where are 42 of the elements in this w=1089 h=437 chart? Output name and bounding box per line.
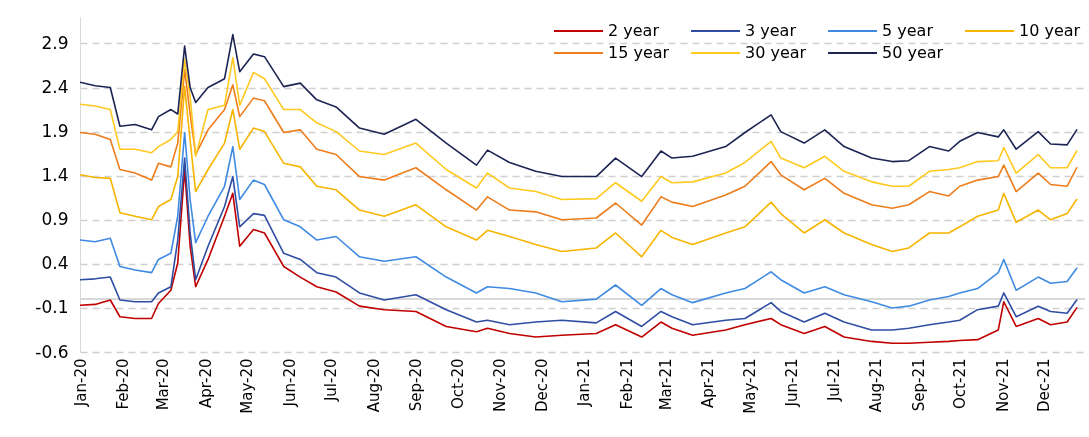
x-tick-label: Feb-20 [114, 358, 133, 410]
x-tick-label: Apr-21 [699, 358, 718, 408]
y-tick-label: 1.9 [41, 121, 69, 142]
x-tick-label: Nov-21 [993, 358, 1012, 412]
x-tick-label: Sep-21 [909, 358, 928, 412]
y-tick-label: -0.6 [35, 341, 69, 362]
x-tick-label: Jul-20 [322, 358, 341, 403]
legend-label: 15 year [608, 43, 670, 62]
line-series [80, 85, 1078, 258]
y-tick-label: 2.9 [41, 32, 69, 53]
y-tick-label: 1.4 [41, 165, 69, 186]
legend-label: 30 year [745, 43, 807, 62]
x-tick-label: Aug-20 [364, 358, 383, 413]
legend-label: 3 year [745, 21, 797, 40]
y-tick-label: 0.4 [41, 253, 69, 274]
x-tick-label: Jan-21 [575, 358, 594, 408]
x-tick-label: Aug-21 [867, 358, 886, 413]
x-tick-label: Mar-21 [656, 358, 675, 411]
line-series [80, 131, 1078, 309]
x-tick-label: Jul-21 [824, 358, 843, 403]
y-tick-label: 0.9 [41, 209, 69, 230]
y-tick-label: -0.1 [35, 297, 69, 318]
x-tick-label: Sep-20 [407, 358, 426, 412]
legend-label: 50 year [882, 43, 944, 62]
x-tick-label: May-20 [238, 358, 257, 414]
x-tick-label: Jun-21 [783, 358, 802, 408]
legend-label: 10 year [1019, 21, 1081, 40]
x-tick-label: Mar-20 [154, 358, 173, 411]
legend-label: 2 year [608, 21, 660, 40]
x-tick-label: Feb-21 [618, 358, 637, 410]
x-tick-label: Dec-21 [1035, 358, 1054, 413]
x-tick-label: May-21 [740, 358, 759, 414]
x-tick-label: Dec-20 [532, 358, 551, 413]
x-tick-label: Jun-20 [280, 358, 299, 408]
x-tick-label: Oct-20 [448, 358, 467, 409]
legend-label: 5 year [882, 21, 934, 40]
x-tick-label: Apr-20 [196, 358, 215, 408]
x-tick-label: Oct-21 [951, 358, 970, 409]
x-tick-label: Nov-20 [491, 358, 510, 412]
x-tick-label: Jan-20 [71, 358, 90, 408]
y-tick-label: 2.4 [41, 77, 69, 98]
line-series [80, 69, 1078, 226]
